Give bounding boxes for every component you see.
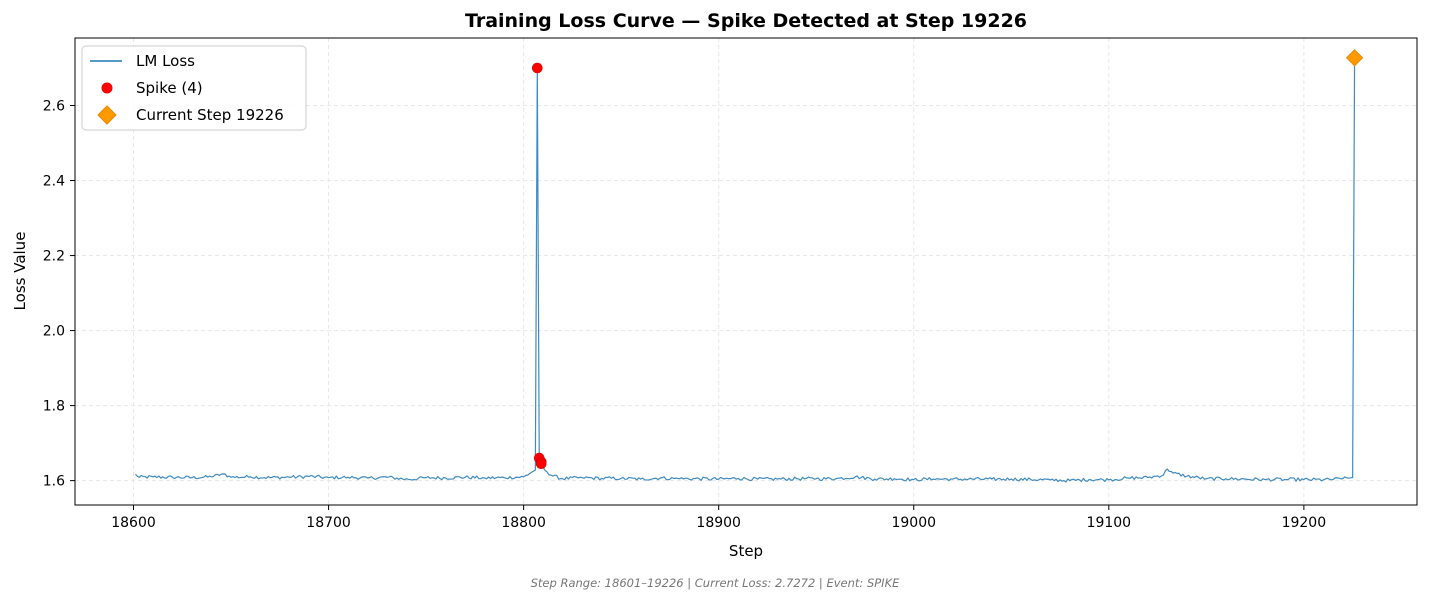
x-axis-label: Step xyxy=(729,542,763,560)
legend-label-lm-loss: LM Loss xyxy=(136,52,195,70)
x-tick-label: 18900 xyxy=(696,515,741,531)
x-axis-ticks: 18600 18700 18800 18900 19000 19100 19200 xyxy=(111,505,1326,531)
legend-label-spike: Spike (4) xyxy=(136,79,203,97)
y-axis-label: Loss Value xyxy=(11,232,29,311)
x-tick-label: 18600 xyxy=(111,515,156,531)
y-axis-ticks: 1.6 1.8 2.0 2.2 2.4 2.6 xyxy=(43,99,75,490)
spike-marker xyxy=(535,458,547,470)
y-tick-label: 2.0 xyxy=(43,324,65,340)
plot-frame xyxy=(74,37,1418,506)
legend-box xyxy=(81,45,307,131)
y-tick-label: 1.8 xyxy=(43,399,65,415)
lm-loss-line xyxy=(135,57,1356,483)
current-step-marker xyxy=(1345,49,1364,67)
legend-spike-swatch xyxy=(101,82,113,94)
series-layer xyxy=(135,57,1356,483)
y-tick-label: 2.6 xyxy=(43,99,65,115)
x-tick-label: 18700 xyxy=(306,515,351,531)
y-tick-label: 2.4 xyxy=(43,174,65,190)
legend-label-current-step: Current Step 19226 xyxy=(136,106,284,124)
x-tick-label: 19000 xyxy=(891,515,936,531)
spike-marker xyxy=(531,62,543,74)
grid xyxy=(75,38,1417,505)
legend-diamond-swatch xyxy=(97,105,117,125)
y-tick-label: 2.2 xyxy=(43,249,65,265)
chart-title: Training Loss Curve — Spike Detected at … xyxy=(465,10,1027,32)
legend: LM Loss Spike (4) Current Step 19226 xyxy=(81,45,307,131)
x-tick-label: 18800 xyxy=(501,515,546,531)
y-tick-label: 1.6 xyxy=(43,474,65,490)
marker-layer xyxy=(531,49,1364,470)
footer-summary: Step Range: 18601–19226 | Current Loss: … xyxy=(531,576,900,590)
x-tick-label: 19100 xyxy=(1087,515,1132,531)
x-tick-label: 19200 xyxy=(1282,515,1327,531)
